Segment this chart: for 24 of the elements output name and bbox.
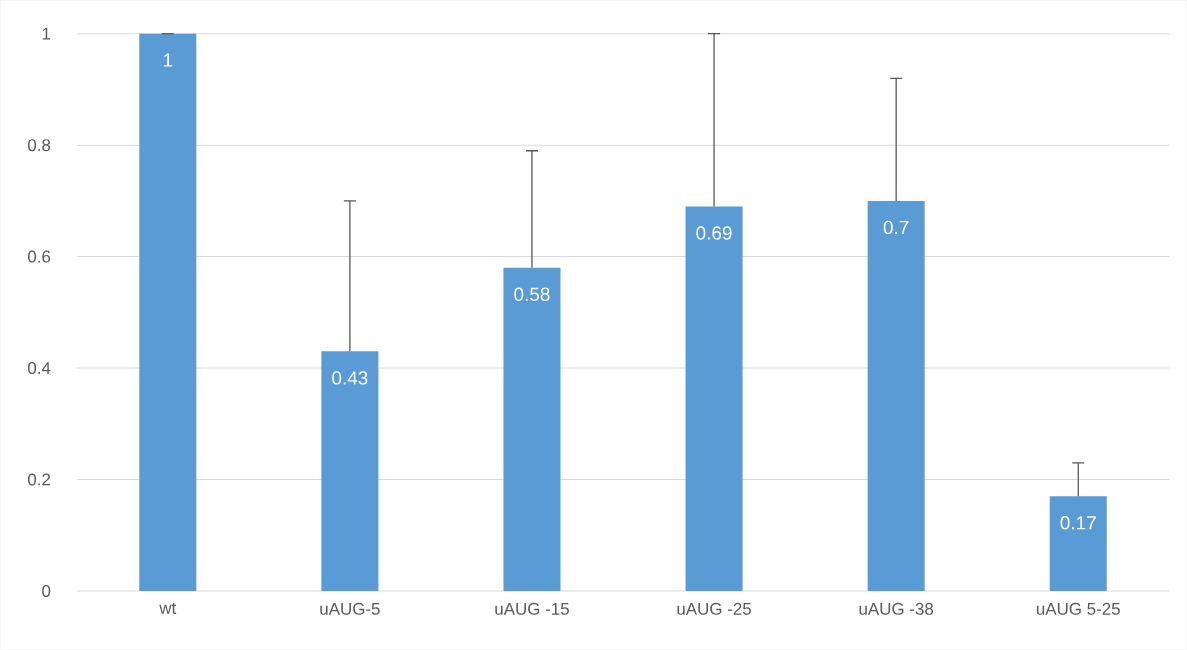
x-tick-label: uAUG -15: [495, 602, 569, 615]
data-label: 0.58: [514, 287, 550, 302]
bar: [139, 33, 197, 592]
data-label: 0.43: [332, 371, 368, 385]
y-tick-label: 0.4: [27, 362, 51, 375]
data-label: 0.17: [1060, 516, 1096, 530]
bar: [867, 201, 925, 592]
y-tick-label: 1: [42, 28, 51, 40]
data-label: 0.69: [696, 226, 732, 240]
y-tick-label: 0.8: [27, 139, 51, 152]
y-tick-label: 0.2: [27, 473, 51, 486]
x-tick-label: uAUG-5: [320, 602, 380, 615]
bar: [503, 267, 561, 592]
x-tick-label: uAUG 5-25: [1036, 602, 1120, 615]
x-tick-label: uAUG -38: [859, 602, 934, 615]
bar: [685, 206, 743, 592]
bar: [321, 351, 379, 592]
x-tick-label: uAUG -25: [677, 602, 751, 615]
data-label: 1: [163, 53, 173, 67]
x-tick-label: wt: [159, 602, 177, 615]
y-tick-label: 0.6: [27, 250, 51, 263]
bar: [1049, 496, 1107, 592]
y-tick-label: 0: [42, 585, 51, 598]
data-label: 0.7: [883, 220, 909, 235]
